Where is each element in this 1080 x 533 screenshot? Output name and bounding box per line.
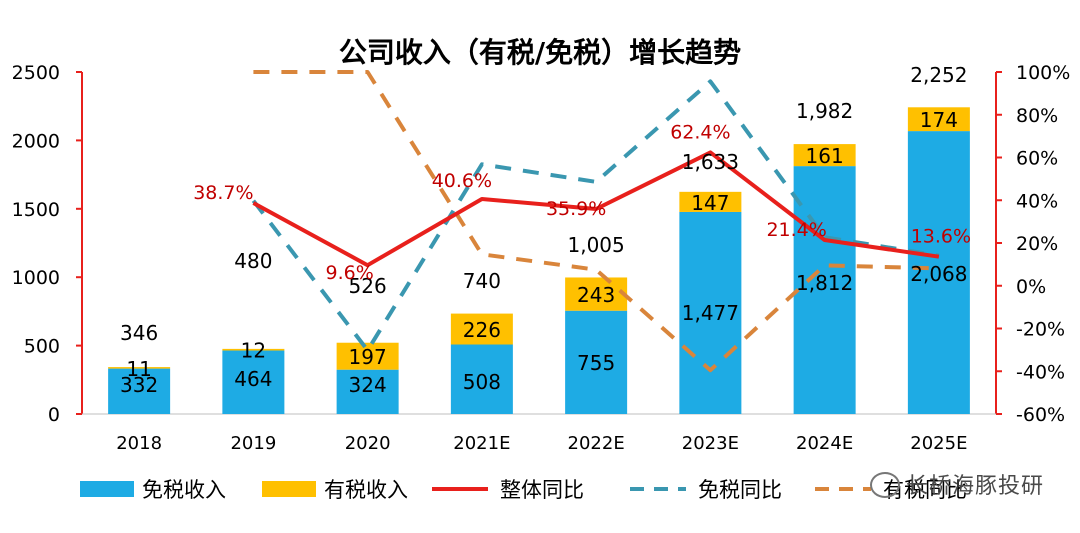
x-tick-label: 2023E bbox=[682, 433, 739, 454]
label-duty-free: 1,812 bbox=[796, 271, 853, 295]
legend-label: 免税同比 bbox=[698, 478, 782, 502]
right-tick-label: -60% bbox=[1016, 404, 1065, 426]
label-taxed: 161 bbox=[806, 144, 844, 168]
bar-duty-free bbox=[450, 344, 513, 414]
legend-swatch bbox=[262, 481, 316, 497]
bar-taxed bbox=[793, 144, 856, 167]
right-tick-label: -40% bbox=[1016, 361, 1065, 383]
label-taxed: 147 bbox=[691, 191, 729, 215]
x-tick-label: 2025E bbox=[910, 433, 967, 454]
label-taxed: 11 bbox=[126, 357, 151, 381]
right-tick-label: 60% bbox=[1016, 148, 1058, 170]
watermark: 长桥海豚投研 bbox=[869, 468, 1044, 500]
label-duty-free: 2,068 bbox=[910, 262, 967, 286]
x-tick-label: 2022E bbox=[568, 433, 625, 454]
left-tick-label: 2500 bbox=[12, 62, 60, 84]
label-total-yoy: 13.6% bbox=[911, 226, 971, 248]
label-total-yoy: 40.6% bbox=[432, 170, 492, 192]
right-tick-label: 80% bbox=[1016, 105, 1058, 127]
bar-taxed bbox=[679, 191, 742, 212]
label-duty-free: 324 bbox=[349, 373, 387, 397]
left-tick-label: 1500 bbox=[12, 199, 60, 221]
left-tick-label: 0 bbox=[48, 404, 60, 426]
label-total-yoy: 35.9% bbox=[546, 198, 606, 220]
x-tick-label: 2021E bbox=[453, 433, 510, 454]
x-tick-label: 2018 bbox=[116, 433, 162, 454]
label-taxed: 243 bbox=[577, 283, 615, 307]
bar-duty-free bbox=[907, 131, 970, 414]
right-tick-label: 100% bbox=[1016, 62, 1070, 84]
right-tick-label: 40% bbox=[1016, 190, 1058, 212]
bar-duty-free bbox=[222, 350, 285, 414]
label-total-yoy: 9.6% bbox=[325, 262, 373, 284]
label-total: 1,633 bbox=[682, 150, 739, 174]
legend-label: 有税收入 bbox=[324, 478, 408, 502]
line-total-yoy bbox=[252, 150, 940, 268]
bar-duty-free bbox=[336, 369, 399, 414]
label-taxed: 12 bbox=[241, 339, 266, 363]
label-duty-free: 755 bbox=[577, 351, 615, 375]
right-tick-label: 0% bbox=[1016, 276, 1046, 298]
label-duty-free: 332 bbox=[120, 373, 158, 397]
bar-duty-free bbox=[108, 368, 171, 414]
left-tick-label: 500 bbox=[24, 336, 60, 358]
wechat-icon bbox=[869, 472, 900, 498]
left-tick-label: 1000 bbox=[12, 267, 60, 289]
bar-taxed bbox=[108, 367, 171, 369]
label-total: 740 bbox=[463, 269, 501, 293]
label-total: 526 bbox=[349, 274, 387, 298]
right-tick-label: 20% bbox=[1016, 233, 1058, 255]
bar-taxed bbox=[907, 107, 970, 132]
label-taxed: 174 bbox=[920, 108, 958, 132]
bar-duty-free bbox=[793, 166, 856, 414]
label-total: 346 bbox=[120, 321, 158, 345]
label-duty-free: 508 bbox=[463, 370, 501, 394]
bar-duty-free bbox=[565, 310, 628, 414]
bar-taxed bbox=[565, 277, 628, 311]
legend-label: 免税收入 bbox=[142, 478, 226, 502]
legend-swatch bbox=[80, 481, 134, 497]
x-tick-label: 2020 bbox=[345, 433, 391, 454]
label-total: 1,982 bbox=[796, 99, 853, 123]
label-taxed: 197 bbox=[349, 345, 387, 369]
legend-label: 整体同比 bbox=[500, 478, 584, 502]
bar-taxed bbox=[336, 342, 399, 370]
label-total-yoy: 62.4% bbox=[670, 121, 730, 143]
chart-title: 公司收入（有税/免税）增长趋势 bbox=[339, 36, 741, 69]
label-total-yoy: 38.7% bbox=[193, 182, 253, 204]
watermark-text: 长桥海豚投研 bbox=[905, 474, 1044, 499]
label-total: 1,005 bbox=[567, 233, 624, 257]
line-taxed-yoy bbox=[253, 70, 939, 373]
x-tick-label: 2024E bbox=[796, 433, 853, 454]
label-total-yoy: 21.4% bbox=[766, 219, 826, 241]
bar-duty-free bbox=[679, 211, 742, 414]
label-duty-free: 1,477 bbox=[682, 301, 739, 325]
label-total: 2,252 bbox=[910, 63, 967, 87]
label-taxed: 226 bbox=[463, 318, 501, 342]
bar-taxed bbox=[450, 313, 513, 345]
right-tick-label: -20% bbox=[1016, 319, 1065, 341]
label-duty-free: 464 bbox=[234, 367, 272, 391]
label-total: 480 bbox=[234, 249, 272, 273]
bar-taxed bbox=[222, 348, 285, 351]
x-tick-label: 2019 bbox=[230, 433, 276, 454]
left-tick-label: 2000 bbox=[12, 130, 60, 152]
